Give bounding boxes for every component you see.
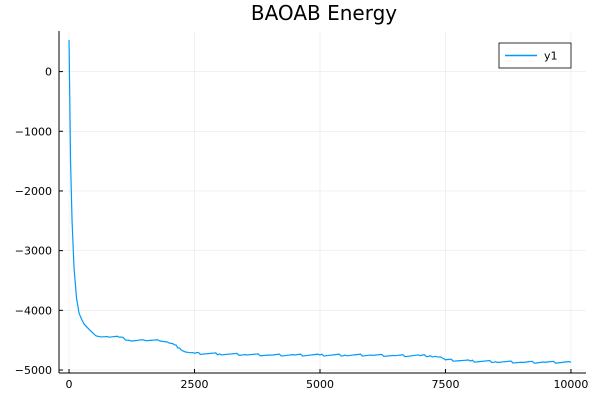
y-tick-label: −5000 xyxy=(15,364,52,377)
x-tick-label: 2500 xyxy=(181,378,209,391)
chart-title: BAOAB Energy xyxy=(251,1,397,25)
y-tick-label: −3000 xyxy=(15,245,52,258)
x-tick-label: 0 xyxy=(66,378,73,391)
legend-label: y1 xyxy=(544,50,558,63)
y-tick-label: −2000 xyxy=(15,185,52,198)
x-tick-label: 10000 xyxy=(553,378,588,391)
x-tick-label: 7500 xyxy=(431,378,459,391)
y-tick-label: −1000 xyxy=(15,125,52,138)
y-tick-label: 0 xyxy=(45,66,52,79)
x-tick-label: 5000 xyxy=(306,378,334,391)
y-tick-label: −4000 xyxy=(15,304,52,317)
series-line-y1 xyxy=(68,39,572,364)
